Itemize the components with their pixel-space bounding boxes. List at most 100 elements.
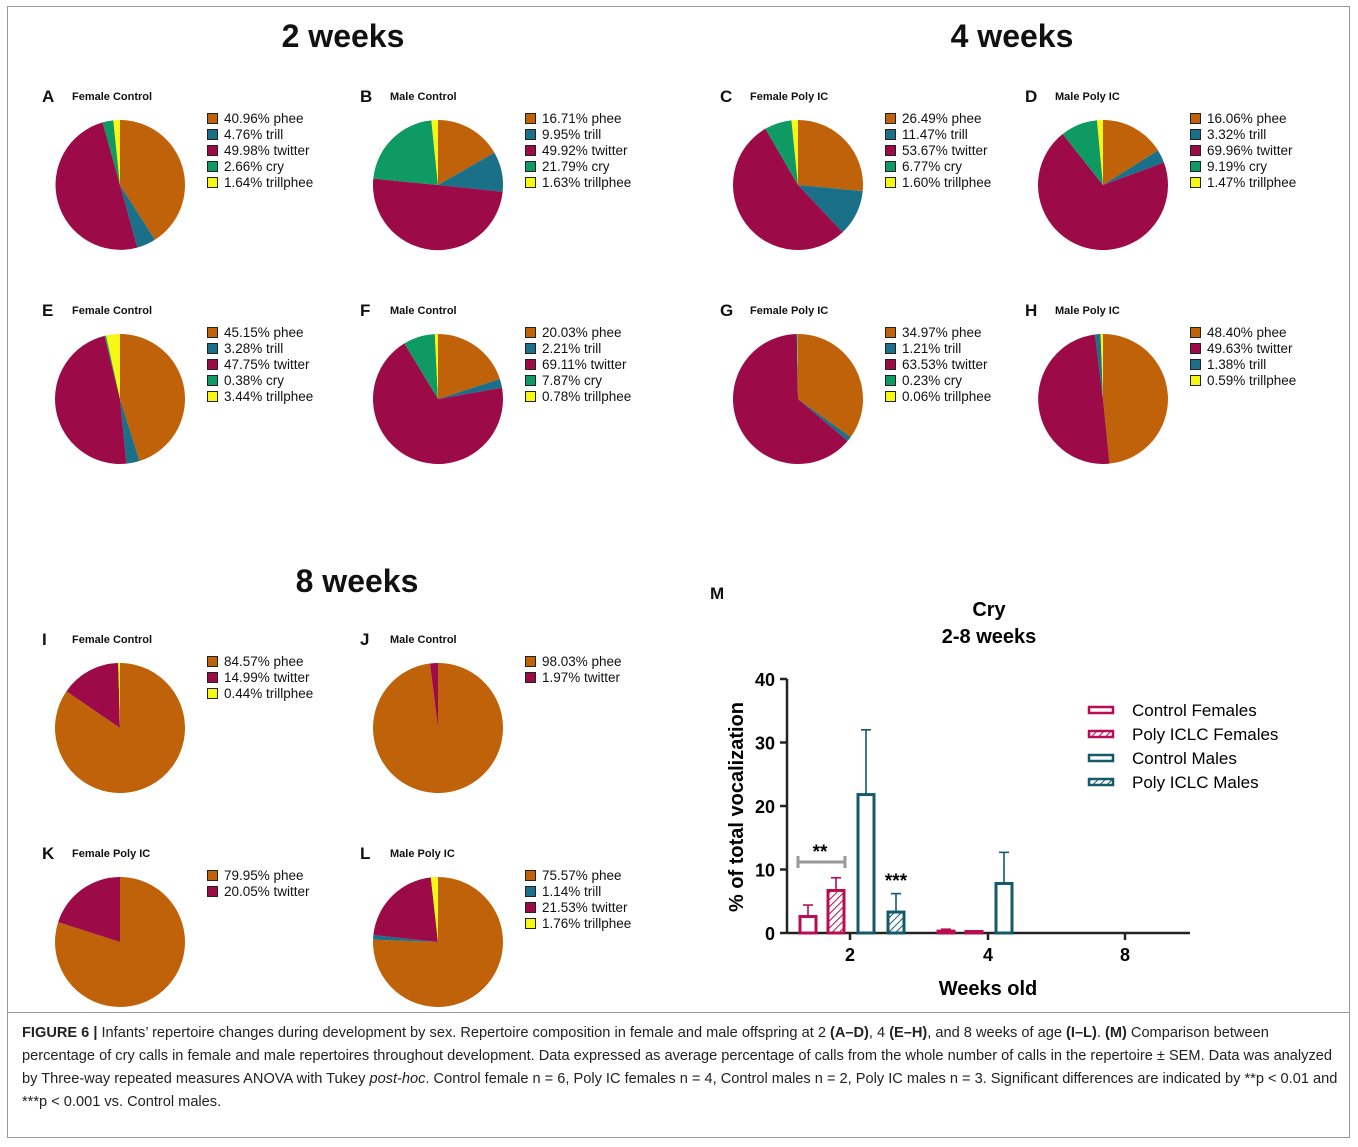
- pie-slice-trill: [798, 399, 851, 441]
- legend-item-twitter: 49.92% twitter: [525, 143, 631, 159]
- pie-legend: 79.95% phee 20.05% twitter: [207, 868, 310, 900]
- legend-swatch: [207, 688, 218, 699]
- legend-label: 2.66% cry: [224, 159, 285, 174]
- bar-poly-iclc-females: [964, 930, 984, 935]
- legend-item-trillphee: 0.59% trillphee: [1190, 373, 1296, 389]
- legend-item-trill: 4.76% trill: [207, 127, 313, 143]
- panel-title: Female Control: [72, 91, 153, 103]
- pie-slice-trillphee: [431, 120, 438, 185]
- panel-letter: D: [1025, 87, 1038, 106]
- legend-item-phee: 75.57% phee: [525, 868, 631, 884]
- pie-slice-twitter: [1038, 334, 1110, 464]
- legend-item-cry: 7.87% cry: [525, 373, 631, 389]
- legend-label: 7.87% cry: [542, 373, 603, 388]
- legend-label: 9.95% trill: [542, 127, 602, 142]
- y-tick-label: 30: [755, 734, 775, 754]
- legend-item-trillphee: 1.47% trillphee: [1190, 175, 1296, 191]
- pie-slice-trill: [120, 185, 155, 248]
- pie-chart: [732, 120, 864, 250]
- caption-ref-a-d: (A–D): [829, 1025, 869, 1041]
- cry-bar-chart: Cry 2-8 weeks % of total vocalization We…: [726, 599, 1278, 1000]
- legend-label: 1.21% trill: [902, 341, 962, 356]
- legend-label: 21.53% twitter: [542, 900, 628, 915]
- pie-slice-cry: [1062, 120, 1103, 185]
- legend-label: 48.40% phee: [1207, 325, 1287, 340]
- legend-label: 1.97% twitter: [542, 670, 621, 685]
- pie-legend: 40.96% phee 4.76% trill 49.98% twitter 2.66…: [207, 111, 313, 191]
- pie-slice-phee: [373, 663, 504, 793]
- legend-swatch: [525, 145, 536, 156]
- legend-label: 3.32% trill: [1207, 127, 1267, 142]
- pie-slice-phee: [798, 120, 864, 192]
- legend-swatch: [207, 145, 218, 156]
- bar-legend-swatch: [1087, 729, 1115, 739]
- legend-swatch: [525, 375, 536, 386]
- legend-swatch: [525, 129, 536, 140]
- legend-swatch: [885, 129, 896, 140]
- caption-italic-post-hoc: post-hoc: [369, 1071, 426, 1087]
- panel-letter: L: [360, 844, 371, 863]
- pie-slice-trill: [798, 185, 863, 233]
- legend-swatch: [1190, 327, 1201, 338]
- legend-swatch: [207, 129, 218, 140]
- bar-poly-iclc-females: [826, 888, 846, 935]
- legend-swatch: [207, 177, 218, 188]
- legend-item-trillphee: 1.64% trillphee: [207, 175, 313, 191]
- pie-chart: [55, 662, 186, 793]
- pie-chart: [372, 120, 504, 251]
- legend-swatch: [1190, 161, 1201, 172]
- pie-slice-phee: [798, 334, 864, 438]
- pie-slice-trill: [373, 935, 438, 942]
- x-tick-label: 2: [845, 945, 855, 965]
- pie-legend: 98.03% phee 1.97% twitter: [525, 654, 622, 686]
- legend-label: 1.47% trillphee: [1207, 175, 1297, 190]
- legend-item-cry: 21.79% cry: [525, 159, 631, 175]
- bar-legend-label: Poly ICLC Females: [1132, 725, 1278, 744]
- legend-label: 69.96% twitter: [1207, 143, 1293, 158]
- legend-swatch: [1190, 145, 1201, 156]
- pie-chart: [373, 663, 504, 793]
- legend-swatch: [1190, 375, 1201, 386]
- legend-label: 34.97% phee: [902, 325, 982, 340]
- legend-label: 1.38% trill: [1207, 357, 1267, 372]
- panel-title: Female Poly IC: [750, 305, 829, 317]
- legend-swatch: [885, 113, 896, 124]
- chart-title-line2: 2-8 weeks: [942, 626, 1037, 648]
- pie-slice-twitter: [55, 122, 138, 250]
- legend-swatch: [207, 359, 218, 370]
- legend-label: 79.95% phee: [224, 868, 304, 883]
- legend-item-twitter: 49.98% twitter: [207, 143, 313, 159]
- legend-label: 69.11% twitter: [542, 357, 627, 372]
- legend-label: 2.21% trill: [542, 341, 602, 356]
- legend-swatch: [1190, 129, 1201, 140]
- legend-item-trillphee: 0.44% trillphee: [207, 686, 313, 702]
- pie-slice-trillphee: [430, 877, 438, 942]
- pie-legend: 20.03% phee 2.21% trill 69.11% twitter 7.87…: [525, 325, 631, 405]
- pie-slice-phee: [120, 120, 185, 240]
- legend-item-cry: 9.19% cry: [1190, 159, 1296, 175]
- pie-slice-cry: [796, 334, 798, 399]
- pie-panel-f: F Male Control 20.03% phee 2.21% trill 69.11…: [360, 301, 690, 481]
- panel-letter: J: [360, 630, 370, 649]
- legend-swatch: [525, 359, 536, 370]
- legend-label: 3.28% trill: [224, 341, 284, 356]
- legend-swatch: [525, 672, 536, 683]
- x-tick-label: 8: [1120, 945, 1130, 965]
- panel-letter: F: [360, 301, 371, 320]
- pie-slice-twitter: [373, 877, 438, 942]
- pie-legend: 48.40% phee 49.63% twitter 1.38% trill 0.59…: [1190, 325, 1296, 389]
- pie-slice-phee: [438, 120, 495, 185]
- pie-slice-trill: [1103, 150, 1164, 185]
- legend-swatch: [525, 161, 536, 172]
- pie-panel-l: L Male Poly IC 75.57% phee 1.14% trill 21.53…: [360, 844, 690, 1024]
- bar-control-males: [856, 793, 876, 935]
- legend-swatch: [207, 113, 218, 124]
- legend-item-phee: 20.03% phee: [525, 325, 631, 341]
- legend-label: 16.71% phee: [542, 111, 622, 126]
- legend-label: 45.15% phee: [224, 325, 304, 340]
- caption-ref-i-l: (I–L): [1066, 1025, 1097, 1041]
- legend-label: 20.03% phee: [542, 325, 622, 340]
- pie-legend: 75.57% phee 1.14% trill 21.53% twitter 1.76…: [525, 868, 631, 932]
- legend-swatch: [525, 870, 536, 881]
